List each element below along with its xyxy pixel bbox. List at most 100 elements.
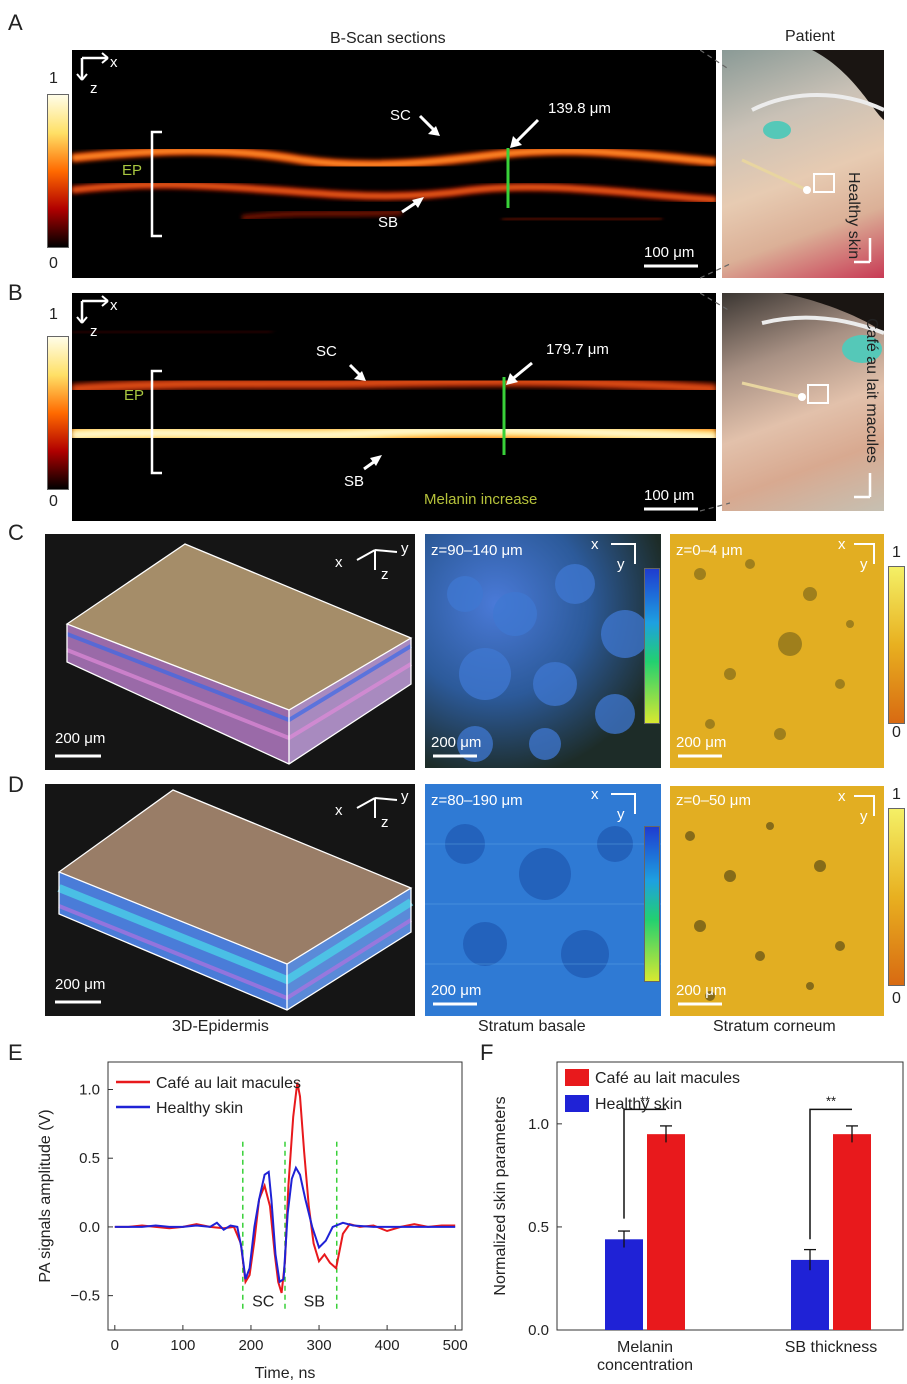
- melanin-note: Melanin increase: [424, 491, 538, 508]
- zoom-lines-a: [700, 50, 730, 279]
- chart-f: 0.0 0.5 1.0 Normalized skin parameters Melan…: [492, 1061, 904, 1374]
- bscan-title: B-Scan sections: [330, 30, 446, 47]
- side-label-b: Café au lait macules: [863, 318, 880, 463]
- chart-e-xtick-label: 100: [170, 1337, 195, 1354]
- chart-f-ytick-label: 0.0: [528, 1322, 549, 1339]
- patient-title: Patient: [785, 28, 835, 45]
- colorbar-a-min: 0: [49, 255, 58, 272]
- axis-y-label-d: y: [401, 788, 409, 805]
- chart-e-xtick-label: 500: [443, 1337, 468, 1354]
- colorbar-b: [47, 336, 69, 490]
- chart-e-ytick-label: −0.5: [70, 1288, 100, 1305]
- axis-x-label-d: x: [335, 802, 343, 819]
- bscan-healthy-layers: [72, 52, 716, 268]
- colorbar-c-corneum: [888, 566, 905, 724]
- chart-e-ytick-label: 0.0: [79, 1219, 100, 1236]
- chart-f-significance-label: **: [640, 1093, 650, 1108]
- volume-render-d: x y z 200 μm: [45, 784, 415, 1016]
- sb-label-b: SB: [344, 473, 365, 490]
- bscan-cafe-image: x z EP SC SB 179.7 μm Melanin increase 1…: [72, 293, 716, 521]
- axis-z-label-d: z: [381, 814, 389, 831]
- scale-label-d-volume: 200 μm: [55, 976, 106, 993]
- basale-axis-x-c: x: [591, 536, 599, 553]
- corneum-range-d: z=0–50 μm: [676, 792, 751, 809]
- scale-label-d-basale: 200 μm: [431, 982, 482, 999]
- colorbar-a: [47, 94, 69, 248]
- scale-label-c-basale: 200 μm: [431, 734, 482, 751]
- basale-axis-y-d: y: [617, 806, 625, 823]
- thickness-label-b: 179.7 μm: [546, 341, 609, 358]
- corneum-axis-x-d: x: [838, 788, 846, 805]
- chart-e-xtick-label: 400: [375, 1337, 400, 1354]
- chart-f-category-label: Melanin: [617, 1339, 673, 1356]
- column-label-stratum-corneum: Stratum corneum: [713, 1018, 836, 1035]
- ep-label-b: EP: [124, 387, 145, 404]
- chart-f-bar: [647, 1134, 685, 1330]
- chart-f-bar: [605, 1239, 643, 1330]
- column-label-3d-epidermis: 3D-Epidermis: [172, 1018, 269, 1035]
- stratum-basale-map-d: z=80–190 μm x y 200 μm: [425, 784, 661, 1016]
- basale-range-c: z=90–140 μm: [431, 542, 523, 559]
- panel-e-letter: E: [8, 1040, 23, 1065]
- chart-f-ytick-label: 0.5: [528, 1219, 549, 1236]
- chart-e-ylabel: PA signals amplitude (V): [37, 1109, 54, 1282]
- chart-f-bar: [791, 1259, 829, 1330]
- colorbar-d-min: 0: [892, 990, 901, 1007]
- chart-e-ytick-label: 1.0: [79, 1081, 100, 1098]
- axis-x-label-c: x: [335, 554, 343, 571]
- chart-f-significance-bracket: [809, 1108, 852, 1240]
- chart-e-xtick-label: 300: [307, 1337, 332, 1354]
- axis-z-label-b: z: [90, 323, 98, 340]
- ep-label-a: EP: [122, 162, 143, 179]
- corneum-axis-y-d: y: [860, 808, 868, 825]
- chart-e-series-line: [114, 1165, 456, 1284]
- chart-e-region-label: SB: [304, 1294, 325, 1311]
- scale-label-b: 100 μm: [644, 487, 695, 504]
- patient-photo-b: [722, 293, 884, 511]
- zoom-lines-b: [700, 293, 730, 512]
- colorbar-a-max: 1: [49, 70, 58, 87]
- colorbar-d-basale: [644, 826, 660, 982]
- colorbar-c-max: 1: [892, 544, 901, 561]
- colorbar-b-max: 1: [49, 306, 58, 323]
- chart-e-legend-label: Healthy skin: [156, 1100, 243, 1117]
- scale-label-c-volume: 200 μm: [55, 730, 106, 747]
- thickness-label-a: 139.8 μm: [548, 100, 611, 117]
- stratum-corneum-map-d: z=0–50 μm x y 200 μm: [670, 786, 884, 1016]
- column-label-stratum-basale: Stratum basale: [478, 1018, 586, 1035]
- patient-photo-a: [722, 50, 884, 278]
- panel-b-letter: B: [8, 280, 23, 305]
- chart-e: 0 100 200 300 400 500 −0.5 0.0 0.5 1.0 Time, ns PA …: [37, 1061, 468, 1382]
- chart-f-category-label: SB thickness: [785, 1339, 877, 1356]
- stratum-basale-map-c: z=90–140 μm x y 200 μm: [425, 534, 661, 768]
- axis-z-label-c: z: [381, 566, 389, 583]
- chart-f-category-label: concentration: [597, 1357, 693, 1374]
- scale-label-c-corneum: 200 μm: [676, 734, 727, 751]
- stratum-corneum-map-c: z=0–4 μm x y 200 μm: [670, 534, 884, 768]
- axis-z-label-a: z: [90, 80, 98, 97]
- chart-f-legend-label: Café au lait macules: [595, 1070, 740, 1087]
- scale-label-d-corneum: 200 μm: [676, 982, 727, 999]
- panel-c-letter: C: [8, 520, 24, 545]
- side-label-a: Healthy skin: [845, 172, 862, 260]
- chart-f-frame: [556, 1061, 904, 1331]
- bscan-healthy-image: x z EP SC SB 139.8 μm 100 μm: [72, 50, 716, 278]
- axis-x-label-a: x: [110, 54, 118, 71]
- chart-e-frame: [107, 1061, 463, 1331]
- panel-f-letter: F: [480, 1040, 494, 1065]
- sc-label-a: SC: [390, 107, 411, 124]
- colorbar-b-min: 0: [49, 493, 58, 510]
- colorbar-d-corneum: [888, 808, 905, 986]
- sc-label-b: SC: [316, 343, 337, 360]
- corneum-axis-x-c: x: [838, 536, 846, 553]
- chart-f-ylabel: Normalized skin parameters: [492, 1096, 509, 1295]
- scale-label-a: 100 μm: [644, 244, 695, 261]
- chart-e-xtick-label: 0: [111, 1337, 119, 1354]
- chart-e-xlabel: Time, ns: [255, 1365, 316, 1382]
- corneum-range-c: z=0–4 μm: [676, 542, 743, 559]
- axis-x-label-b: x: [110, 297, 118, 314]
- panel-d-letter: D: [8, 772, 24, 797]
- colorbar-d-max: 1: [892, 786, 901, 803]
- chart-e-ytick-label: 0.5: [79, 1150, 100, 1167]
- basale-range-d: z=80–190 μm: [431, 792, 523, 809]
